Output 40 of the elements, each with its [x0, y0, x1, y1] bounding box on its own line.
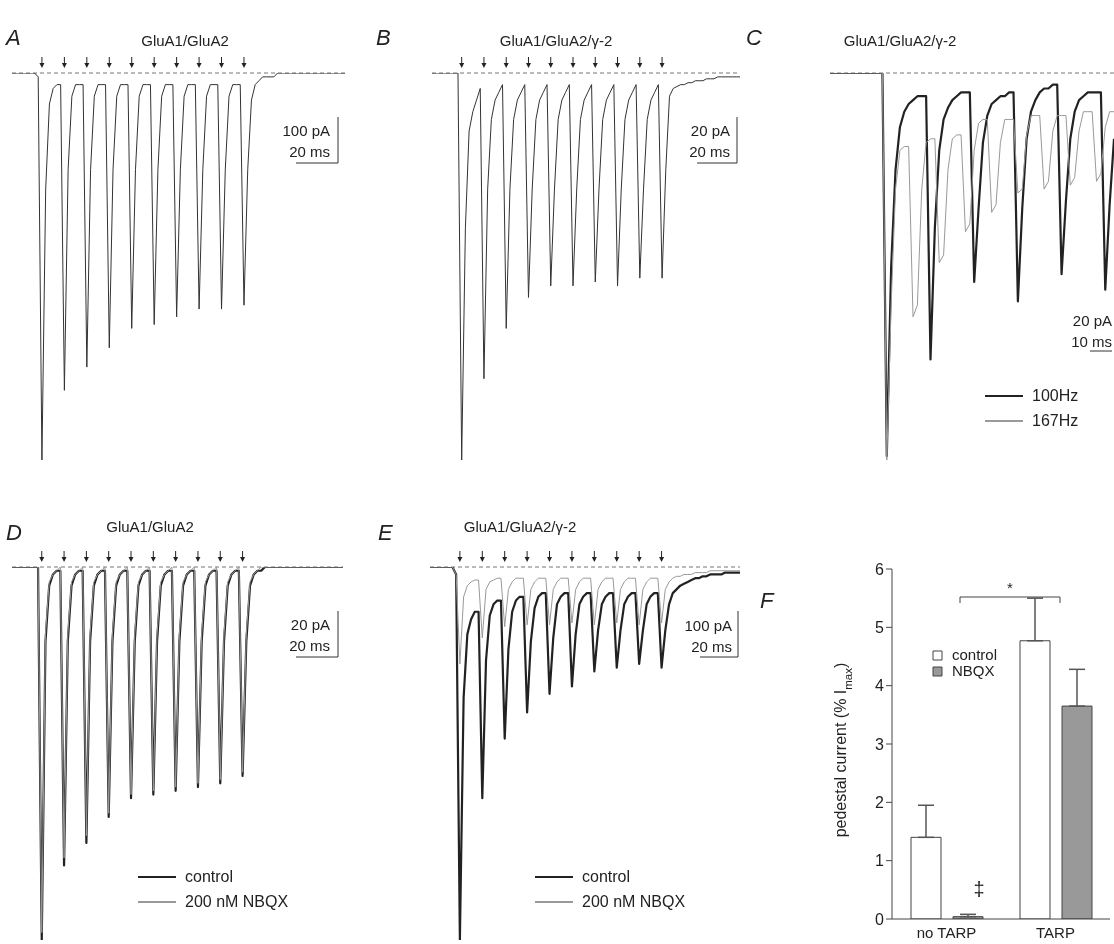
annotation: 20 ms — [289, 637, 330, 654]
annotation: 20 ms — [289, 143, 330, 160]
y-tick-label: 0 — [875, 910, 885, 928]
chart-title: GluA1/GluA2/γ-2 — [463, 518, 577, 535]
annotation: 100 pA — [282, 122, 330, 139]
y-tick-label: 4 — [875, 677, 885, 695]
chart-title: GluA1/GluA2/γ-2 — [843, 32, 957, 49]
legend-label: control — [952, 646, 998, 663]
y-tick-label: 6 — [875, 560, 885, 578]
y-tick-label: 2 — [875, 794, 885, 812]
annotation: 100 pA — [684, 617, 732, 634]
annotation: 20 pA — [690, 122, 730, 139]
y-tick-label: 5 — [875, 619, 885, 637]
text: F — [760, 588, 775, 613]
annotation: 20 ms — [689, 143, 730, 160]
annotation: * — [1007, 579, 1014, 596]
legend-label: control — [185, 868, 234, 885]
text: B — [376, 25, 391, 50]
x-tick-label: TARP — [1036, 923, 1075, 941]
legend-label: 200 nM NBQX — [582, 893, 686, 910]
legend-label: 100Hz — [1032, 387, 1079, 404]
chart-title: GluA1/GluA2/γ-2 — [499, 32, 613, 49]
legend-label: 167Hz — [1032, 412, 1079, 429]
annotation: 20 pA — [290, 616, 330, 633]
legend-label: control — [582, 868, 631, 885]
legend-label: 200 nM NBQX — [185, 893, 289, 910]
y-tick-label: 1 — [875, 852, 885, 870]
x-tick-label: no TARP — [916, 923, 977, 941]
annotation: 20 pA — [1072, 312, 1112, 329]
chart-title: GluA1/GluA2 — [141, 32, 229, 49]
text: A — [4, 25, 21, 50]
text: E — [378, 520, 393, 545]
text: C — [746, 25, 762, 50]
y-tick-label: 3 — [875, 735, 885, 753]
annotation: 10 ms — [1071, 333, 1112, 350]
annotation: ‡ — [973, 878, 985, 900]
chart-title: GluA1/GluA2 — [106, 518, 194, 535]
legend-label: NBQX — [952, 662, 995, 679]
annotation: 20 ms — [691, 638, 732, 655]
text: D — [6, 520, 22, 545]
